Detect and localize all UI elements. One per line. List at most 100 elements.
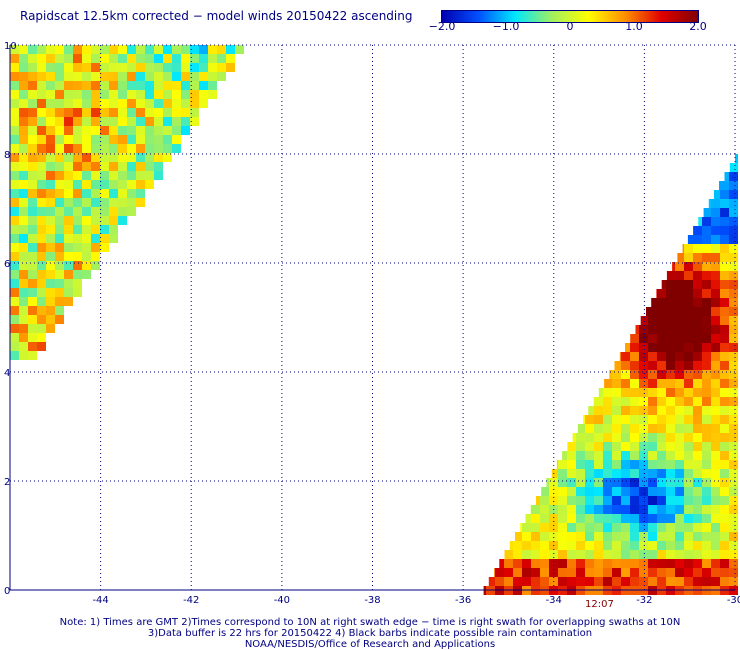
wind-cell [675, 532, 684, 541]
wind-cell [109, 81, 118, 90]
wind-cell [136, 108, 145, 117]
wind-cell [163, 117, 172, 126]
wind-cell [585, 478, 594, 487]
longitude-tick-label: -30 [727, 595, 740, 606]
wind-cell [567, 559, 576, 568]
wind-cell [640, 316, 648, 325]
wind-cell [73, 207, 82, 216]
wind-cell [531, 559, 540, 568]
wind-cell [720, 532, 729, 541]
wind-cell [73, 180, 82, 189]
wind-cell [711, 253, 720, 262]
wind-cell [729, 577, 738, 586]
wind-cell [109, 171, 118, 180]
wind-cell [118, 144, 127, 153]
wind-cell [675, 469, 684, 478]
wind-cell [693, 568, 702, 577]
wind-cell [109, 135, 118, 144]
colorbar-tick-label: 0 [566, 20, 574, 33]
wind-cell [19, 279, 28, 288]
wind-cell [64, 270, 73, 279]
wind-cell [729, 217, 738, 226]
wind-cell [594, 514, 603, 523]
wind-cell [621, 577, 630, 586]
wind-cell [172, 54, 181, 63]
wind-cell [648, 316, 657, 325]
wind-cell [549, 496, 558, 505]
wind-cell [145, 99, 154, 108]
wind-cell [729, 397, 738, 406]
wind-cell [549, 559, 558, 568]
wind-cell [639, 325, 648, 334]
wind-cell [666, 424, 675, 433]
longitude-tick-label: -42 [183, 595, 199, 606]
wind-cell [91, 72, 100, 81]
wind-cell [711, 280, 720, 289]
wind-cell [37, 216, 46, 225]
wind-cell [639, 496, 648, 505]
wind-cell [55, 279, 64, 288]
wind-cell [720, 271, 729, 280]
wind-cell [594, 460, 603, 469]
wind-cell [693, 226, 702, 235]
wind-cell [136, 99, 145, 108]
wind-cell [55, 207, 64, 216]
wind-cell [666, 397, 675, 406]
wind-cell [648, 325, 657, 334]
latitude-tick-label: 0 [4, 586, 10, 597]
wind-cell [711, 307, 720, 316]
wind-cell [648, 442, 657, 451]
wind-cell [91, 171, 100, 180]
wind-cell [729, 325, 738, 334]
wind-cell [73, 72, 82, 81]
wind-cell [37, 171, 46, 180]
wind-cell [118, 207, 127, 216]
wind-cell [118, 81, 127, 90]
wind-cell [693, 469, 702, 478]
wind-cell [666, 469, 675, 478]
wind-cell [630, 379, 639, 388]
wind-cell [64, 99, 73, 108]
wind-cell [675, 280, 684, 289]
wind-cell [711, 550, 720, 559]
wind-cell [19, 234, 28, 243]
wind-cell [28, 333, 37, 342]
wind-cell [73, 54, 82, 63]
wind-cell [648, 388, 657, 397]
wind-cell [603, 433, 612, 442]
wind-cell [190, 117, 199, 126]
wind-cell [702, 280, 711, 289]
wind-cell [46, 261, 55, 270]
wind-cell [145, 171, 154, 180]
wind-cell [127, 135, 136, 144]
wind-cell [100, 45, 109, 54]
wind-cell [729, 370, 738, 379]
wind-cell [576, 541, 585, 550]
wind-cell [720, 487, 729, 496]
wind-cell [82, 153, 91, 162]
wind-cell [118, 189, 127, 198]
wind-cell [720, 478, 729, 487]
wind-cell [46, 72, 55, 81]
wind-cell [10, 117, 19, 126]
wind-cell [698, 217, 702, 226]
wind-cell [91, 180, 100, 189]
wind-cell [702, 370, 711, 379]
wind-cell [558, 568, 567, 577]
wind-cell [720, 199, 729, 208]
wind-cell [19, 342, 28, 351]
wind-cell [154, 63, 163, 72]
wind-cell [657, 406, 666, 415]
wind-cell [100, 117, 109, 126]
wind-cell [199, 54, 208, 63]
wind-cell [639, 505, 648, 514]
wind-cell [693, 388, 702, 397]
wind-cell [73, 135, 82, 144]
wind-cell [675, 334, 684, 343]
wind-cell [693, 316, 702, 325]
wind-cell [10, 207, 19, 216]
map-title: Rapidscat 12.5km corrected − model winds… [20, 9, 413, 23]
wind-cell [693, 343, 702, 352]
wind-cell [657, 487, 666, 496]
wind-cell [145, 162, 154, 171]
